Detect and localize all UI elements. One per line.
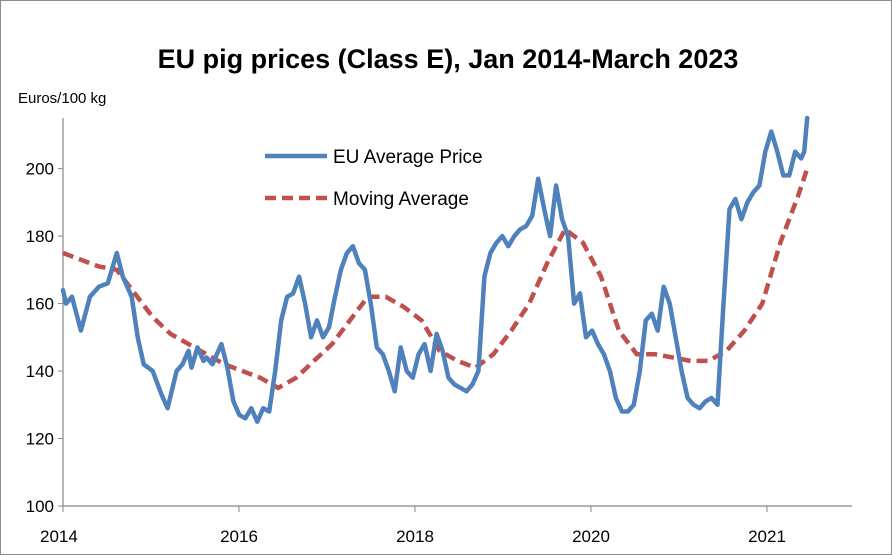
plot-area [60, 115, 810, 424]
y-tick-label: 140 [26, 362, 54, 381]
y-tick-label: 200 [26, 160, 54, 179]
x-tick-label: 2020 [572, 527, 610, 546]
y-axis-label: Euros/100 kg [18, 90, 106, 107]
legend: EU Average Price Moving Average [265, 147, 483, 210]
y-tick-label: 120 [26, 430, 54, 449]
x-tick-label: 2018 [396, 527, 434, 546]
y-tick-label: 180 [26, 227, 54, 246]
legend-label-eu-average-price: EU Average Price [333, 147, 483, 168]
y-tick-label: 100 [26, 497, 54, 516]
legend-label-moving-average: Moving Average [333, 189, 469, 210]
y-tick-label: 160 [26, 295, 54, 314]
y-ticks: 100 120 140 160 180 200 [26, 160, 63, 516]
chart-title: EU pig prices (Class E), Jan 2014-March … [158, 44, 739, 74]
x-tick-label: 2021 [748, 527, 786, 546]
x-tick-label: 2014 [40, 527, 78, 546]
x-ticks: 2014 2016 2018 2020 2021 [40, 506, 786, 546]
series-moving-average-line [62, 167, 810, 391]
x-tick-label: 2016 [220, 527, 258, 546]
series-eu-average-price-line [60, 115, 810, 424]
